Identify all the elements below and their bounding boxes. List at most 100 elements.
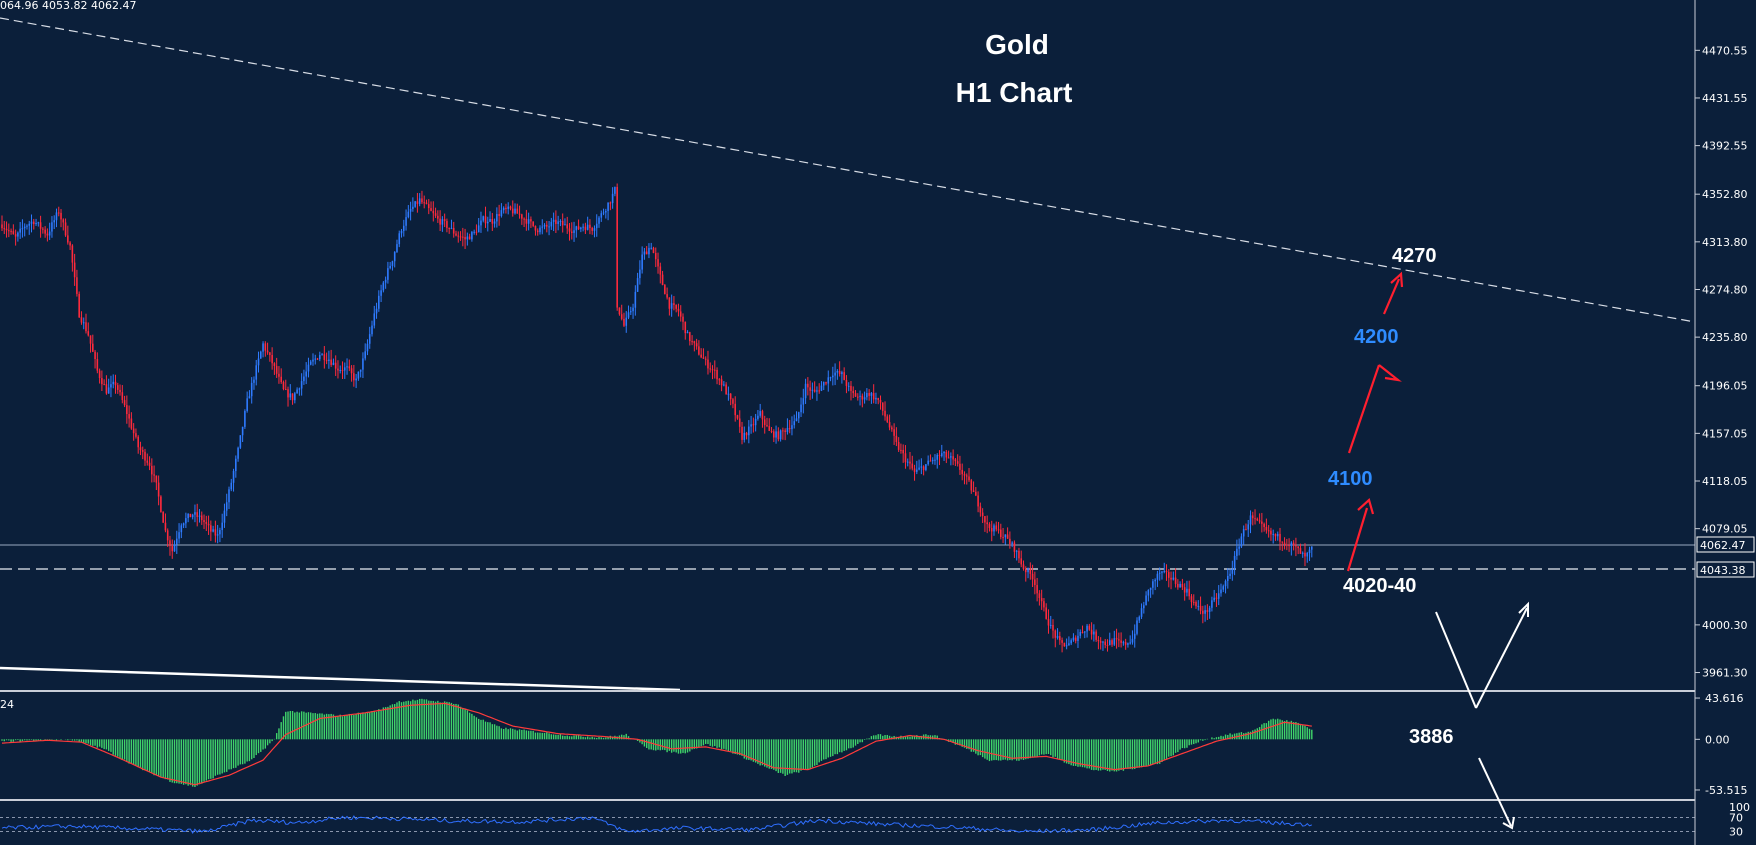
candle-body bbox=[169, 540, 171, 547]
candle-body bbox=[1108, 640, 1111, 646]
candle-body bbox=[527, 219, 530, 224]
candle-body bbox=[250, 382, 253, 397]
candle-body bbox=[491, 218, 494, 224]
candle-body bbox=[1177, 583, 1179, 588]
candle-body bbox=[1197, 605, 1200, 607]
candle-body bbox=[884, 410, 886, 417]
candle-body bbox=[334, 362, 337, 369]
candle-body bbox=[947, 457, 950, 459]
candle-body bbox=[5, 228, 8, 231]
candle-body bbox=[1077, 635, 1079, 641]
candle-body bbox=[1097, 639, 1100, 642]
candle-body bbox=[1247, 524, 1250, 530]
candle-body bbox=[832, 375, 834, 378]
candle-body bbox=[525, 218, 528, 224]
candle-body bbox=[135, 433, 137, 437]
candle-body bbox=[541, 226, 544, 228]
scenario-arrow-3886 bbox=[1478, 757, 1512, 827]
candle-body bbox=[664, 284, 666, 295]
candle-body bbox=[956, 461, 959, 464]
candle-body bbox=[60, 212, 62, 220]
candle-body bbox=[895, 435, 898, 442]
price-axis-tick-label: 4000.30 bbox=[1702, 619, 1748, 632]
candle-body bbox=[391, 261, 394, 266]
candle-body bbox=[543, 224, 546, 227]
candle-body bbox=[938, 454, 941, 457]
candle-body bbox=[1020, 558, 1023, 565]
candle-body bbox=[400, 230, 403, 234]
price-axis-tick-label: 4431.55 bbox=[1702, 92, 1748, 105]
candle-body bbox=[854, 393, 857, 397]
candle-body bbox=[482, 216, 485, 221]
candle-body bbox=[598, 217, 600, 224]
candle-body bbox=[734, 403, 737, 416]
candle-body bbox=[968, 476, 970, 481]
candle-body bbox=[116, 385, 119, 390]
candle-body bbox=[1310, 546, 1313, 550]
candle-body bbox=[1115, 638, 1118, 640]
candle-body bbox=[1215, 597, 1218, 599]
candle-body bbox=[1138, 616, 1141, 621]
candle-body bbox=[1283, 542, 1286, 545]
candle-body bbox=[852, 390, 855, 394]
candle-body bbox=[303, 376, 305, 382]
candle-body bbox=[409, 208, 412, 212]
candle-body bbox=[266, 350, 269, 353]
candle-body bbox=[380, 290, 382, 296]
candle-body bbox=[773, 431, 775, 438]
candle-body bbox=[795, 418, 798, 422]
candle-body bbox=[1068, 643, 1070, 646]
candle-body bbox=[800, 404, 802, 413]
price-axis-tick-label: 4235.80 bbox=[1702, 331, 1748, 344]
candle-body bbox=[1122, 642, 1125, 644]
candle-body bbox=[818, 390, 820, 392]
price-axis-tick-label: 4196.05 bbox=[1702, 380, 1748, 393]
candle-body bbox=[1, 224, 3, 229]
candle-body bbox=[103, 384, 105, 386]
candle-body bbox=[677, 308, 680, 312]
candle-body bbox=[729, 393, 732, 400]
candle-body bbox=[609, 202, 612, 204]
candle-body bbox=[82, 322, 85, 324]
candle-body bbox=[439, 218, 441, 225]
candle-body bbox=[1288, 545, 1290, 547]
candle-body bbox=[1065, 645, 1068, 647]
candle-body bbox=[881, 402, 884, 411]
candle-body bbox=[273, 363, 276, 366]
candle-body bbox=[975, 491, 977, 496]
candle-body bbox=[1213, 597, 1215, 601]
candle-body bbox=[875, 397, 877, 400]
candle-body bbox=[523, 218, 525, 220]
candle-body bbox=[516, 208, 519, 214]
candle-body bbox=[1079, 631, 1082, 636]
candle-body bbox=[1256, 518, 1259, 521]
candle-body bbox=[559, 220, 562, 222]
candle-body bbox=[157, 482, 160, 497]
candle-body bbox=[786, 427, 789, 432]
candle-body bbox=[171, 546, 174, 552]
candle-body bbox=[909, 461, 911, 464]
candle-body bbox=[257, 358, 260, 366]
candle-body bbox=[69, 242, 71, 246]
candle-body bbox=[427, 204, 430, 209]
candle-body bbox=[323, 354, 326, 361]
candle-body bbox=[568, 228, 571, 232]
candle-body bbox=[589, 224, 591, 228]
candle-body bbox=[981, 512, 984, 517]
candle-body bbox=[35, 222, 37, 225]
candle-body bbox=[807, 383, 809, 388]
candle-body bbox=[686, 332, 689, 334]
candle-body bbox=[1204, 610, 1206, 614]
candle-body bbox=[1229, 573, 1231, 576]
candle-body bbox=[92, 343, 94, 352]
candle-body bbox=[1270, 530, 1272, 535]
candle-body bbox=[1131, 638, 1134, 643]
candle-body bbox=[691, 341, 693, 343]
candle-body bbox=[1211, 600, 1213, 608]
candle-body bbox=[278, 373, 280, 377]
candle-body bbox=[198, 515, 201, 517]
candle-body bbox=[53, 220, 56, 223]
candle-body bbox=[845, 379, 848, 386]
candle-body bbox=[893, 429, 895, 436]
candle-body bbox=[264, 343, 267, 351]
